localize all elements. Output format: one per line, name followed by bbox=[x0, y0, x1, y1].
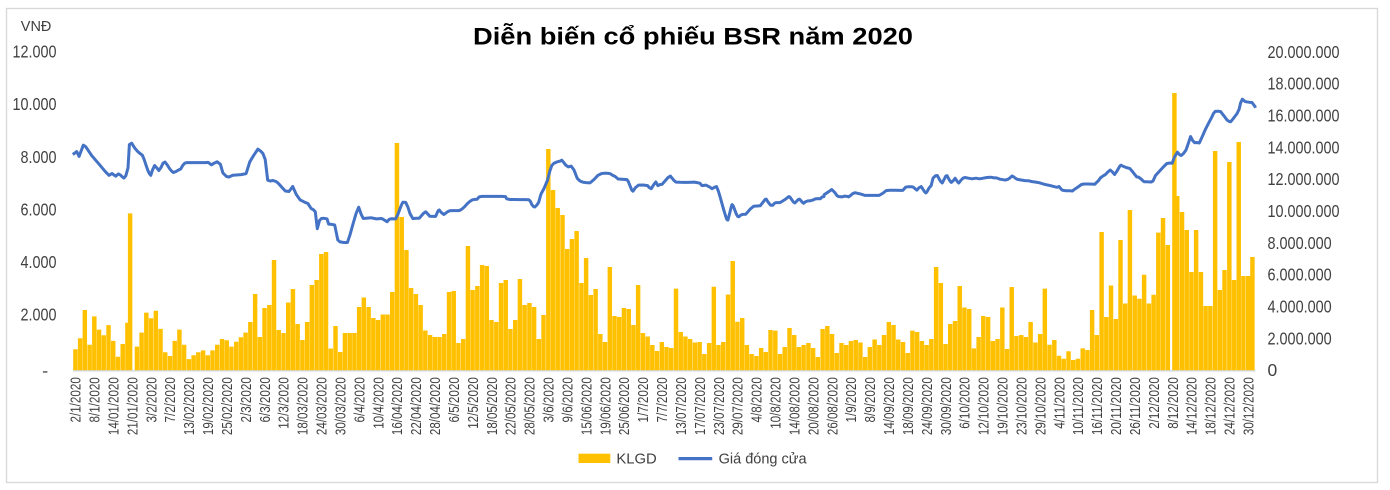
svg-text:18/12/2020: 18/12/2020 bbox=[1204, 377, 1220, 435]
svg-text:21/01/2020: 21/01/2020 bbox=[125, 377, 141, 435]
svg-text:26/11/2020: 26/11/2020 bbox=[1128, 377, 1144, 435]
svg-text:13/07/2020: 13/07/2020 bbox=[674, 377, 690, 435]
svg-text:16.000.000: 16.000.000 bbox=[1268, 106, 1340, 126]
svg-text:6.000: 6.000 bbox=[21, 199, 57, 219]
svg-text:VNĐ: VNĐ bbox=[21, 18, 52, 35]
svg-text:25/02/2020: 25/02/2020 bbox=[220, 377, 236, 435]
svg-text:0: 0 bbox=[1268, 360, 1278, 380]
svg-text:25/06/2020: 25/06/2020 bbox=[617, 377, 633, 435]
svg-text:12/5/2020: 12/5/2020 bbox=[466, 377, 482, 429]
svg-text:7/7/2020: 7/7/2020 bbox=[655, 377, 671, 422]
svg-text:9/6/2020: 9/6/2020 bbox=[560, 377, 576, 422]
svg-text:12.000: 12.000 bbox=[13, 42, 57, 62]
svg-text:12/10/2020: 12/10/2020 bbox=[977, 377, 993, 435]
svg-text:28/04/2020: 28/04/2020 bbox=[428, 377, 444, 435]
svg-text:8.000: 8.000 bbox=[21, 147, 57, 167]
svg-text:29/07/2020: 29/07/2020 bbox=[731, 377, 747, 435]
svg-text:6/5/2020: 6/5/2020 bbox=[447, 377, 463, 422]
svg-text:24/12/2020: 24/12/2020 bbox=[1223, 377, 1239, 435]
svg-text:10.000: 10.000 bbox=[13, 94, 57, 114]
svg-text:20/11/2020: 20/11/2020 bbox=[1109, 377, 1125, 435]
svg-text:Giá đóng cửa: Giá đóng cửa bbox=[719, 451, 808, 468]
svg-text:10/8/2020: 10/8/2020 bbox=[769, 377, 785, 429]
svg-text:8/9/2020: 8/9/2020 bbox=[863, 377, 879, 422]
svg-text:4/11/2020: 4/11/2020 bbox=[1052, 377, 1068, 429]
svg-text:2/12/2020: 2/12/2020 bbox=[1147, 377, 1163, 429]
svg-text:6/4/2020: 6/4/2020 bbox=[352, 377, 368, 422]
svg-text:1/9/2020: 1/9/2020 bbox=[844, 377, 860, 422]
svg-text:8.000.000: 8.000.000 bbox=[1268, 233, 1332, 253]
svg-text:10/11/2020: 10/11/2020 bbox=[1071, 377, 1087, 435]
svg-text:7/2/2020: 7/2/2020 bbox=[163, 377, 179, 422]
svg-text:2/3/2020: 2/3/2020 bbox=[239, 377, 255, 422]
svg-text:24/09/2020: 24/09/2020 bbox=[920, 377, 936, 435]
svg-text:18/05/2020: 18/05/2020 bbox=[485, 377, 501, 435]
svg-text:19/10/2020: 19/10/2020 bbox=[996, 377, 1012, 435]
svg-text:29/10/2020: 29/10/2020 bbox=[1033, 377, 1049, 435]
svg-text:20/08/2020: 20/08/2020 bbox=[806, 377, 822, 435]
svg-text:3/6/2020: 3/6/2020 bbox=[542, 377, 558, 422]
svg-text:22/05/2020: 22/05/2020 bbox=[504, 377, 520, 435]
svg-text:30/09/2020: 30/09/2020 bbox=[939, 377, 955, 435]
svg-text:2.000: 2.000 bbox=[21, 305, 57, 325]
svg-text:19/06/2020: 19/06/2020 bbox=[598, 377, 614, 435]
svg-text:12.000.000: 12.000.000 bbox=[1268, 169, 1340, 189]
svg-text:13/02/2020: 13/02/2020 bbox=[182, 377, 198, 435]
svg-text:Diễn biến cổ phiếu BSR năm 202: Diễn biến cổ phiếu BSR năm 2020 bbox=[473, 22, 913, 50]
svg-text:KLGD: KLGD bbox=[616, 451, 656, 468]
svg-text:2.000.000: 2.000.000 bbox=[1268, 328, 1332, 348]
svg-text:15/06/2020: 15/06/2020 bbox=[579, 377, 595, 435]
svg-text:16/04/2020: 16/04/2020 bbox=[390, 377, 406, 435]
svg-text:12/3/2020: 12/3/2020 bbox=[277, 377, 293, 429]
svg-text:28/05/2020: 28/05/2020 bbox=[523, 377, 539, 435]
svg-text:14/09/2020: 14/09/2020 bbox=[882, 377, 898, 435]
svg-text:14.000.000: 14.000.000 bbox=[1268, 137, 1340, 157]
svg-text:30/12/2020: 30/12/2020 bbox=[1242, 377, 1258, 435]
svg-text:3/2/2020: 3/2/2020 bbox=[144, 377, 160, 422]
svg-text:1/7/2020: 1/7/2020 bbox=[636, 377, 652, 422]
svg-text:20.000.000: 20.000.000 bbox=[1268, 42, 1340, 62]
svg-text:6/3/2020: 6/3/2020 bbox=[258, 377, 274, 422]
svg-text:17/07/2020: 17/07/2020 bbox=[693, 377, 709, 435]
svg-text:6/10/2020: 6/10/2020 bbox=[958, 377, 974, 429]
svg-text:23/10/2020: 23/10/2020 bbox=[1015, 377, 1031, 435]
svg-text:14/08/2020: 14/08/2020 bbox=[787, 377, 803, 435]
svg-text:6.000.000: 6.000.000 bbox=[1268, 265, 1332, 285]
svg-text:18/03/2020: 18/03/2020 bbox=[296, 377, 312, 435]
svg-text:4.000: 4.000 bbox=[21, 252, 57, 272]
svg-text:16/11/2020: 16/11/2020 bbox=[1090, 377, 1106, 435]
svg-text:14/01/2020: 14/01/2020 bbox=[106, 377, 122, 435]
svg-text:23/07/2020: 23/07/2020 bbox=[712, 377, 728, 435]
svg-text:30/03/2020: 30/03/2020 bbox=[333, 377, 349, 435]
svg-text:2/1/2020: 2/1/2020 bbox=[69, 377, 85, 422]
svg-text:26/08/2020: 26/08/2020 bbox=[825, 377, 841, 435]
svg-text:18/09/2020: 18/09/2020 bbox=[901, 377, 917, 435]
svg-text:4.000.000: 4.000.000 bbox=[1268, 296, 1332, 316]
svg-text:19/02/2020: 19/02/2020 bbox=[201, 377, 217, 435]
svg-text:10.000.000: 10.000.000 bbox=[1268, 201, 1340, 221]
svg-text:4/8/2020: 4/8/2020 bbox=[750, 377, 766, 422]
svg-text:24/03/2020: 24/03/2020 bbox=[315, 377, 331, 435]
svg-text:22/04/2020: 22/04/2020 bbox=[409, 377, 425, 435]
svg-text:14/12/2020: 14/12/2020 bbox=[1185, 377, 1201, 435]
svg-text:10/4/2020: 10/4/2020 bbox=[371, 377, 387, 429]
svg-text:8/12/2020: 8/12/2020 bbox=[1166, 377, 1182, 429]
svg-text:18.000.000: 18.000.000 bbox=[1268, 74, 1340, 94]
svg-text:8/1/2020: 8/1/2020 bbox=[88, 377, 104, 422]
